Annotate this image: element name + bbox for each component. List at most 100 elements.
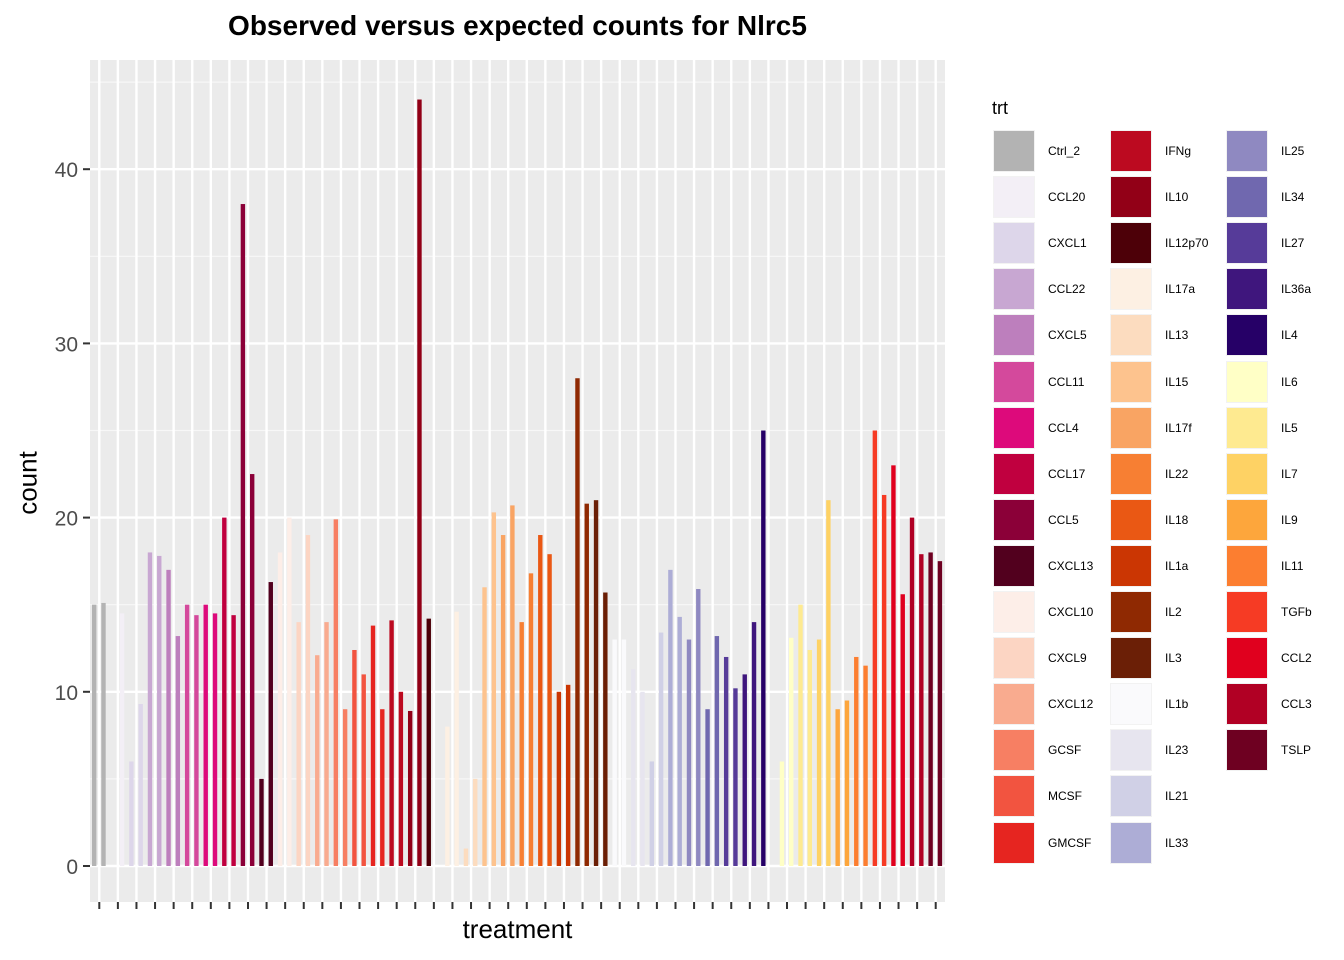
bar-il34-2 [714,636,720,866]
bar-il27-1 [723,656,729,866]
bar-il33-2 [677,616,682,866]
bar-il17f-1 [500,535,506,866]
bar-cxcl12-2 [324,622,329,866]
legend-key-gcsf [993,729,1035,772]
bar-il2-1 [575,378,580,866]
legend-key-il33 [1110,821,1152,864]
legend-key-ccl11 [993,360,1035,403]
bar-cxcl1-2 [138,703,143,866]
legend-label: CCL17 [1048,466,1086,481]
bar-il5-2 [807,649,812,866]
y-tick-label: 40 [55,159,78,182]
legend-key-il17f [1110,406,1152,449]
bar-ccl22-1 [147,552,153,866]
bar-ctrl-2-1 [92,604,97,866]
bar-ccl11-1 [184,604,190,866]
legend-key-il25 [1226,130,1268,172]
bar-il18-1 [538,535,543,866]
legend-label: IL22 [1165,466,1189,481]
legend-key-cxcl5 [993,314,1035,357]
legend-key-ccl5 [993,498,1035,541]
legend-label: CCL4 [1048,420,1079,435]
bar-cxcl12-1 [315,655,320,866]
bar-il10-2 [417,99,422,866]
bar-ccl4-2 [212,613,218,866]
legend-key-il11 [1226,544,1268,587]
bar-il2-2 [584,503,589,866]
legend-key-mcsf [993,775,1035,818]
legend-key-il27 [1226,222,1268,265]
legend-label: IL11 [1281,558,1304,573]
x-axis-label: treatment [462,914,573,944]
legend-label: IL1b [1165,697,1189,712]
legend-label: CCL22 [1048,282,1086,297]
bar-il6-1 [779,761,785,866]
legend-key-il10 [1110,176,1152,219]
bar-il21-2 [658,632,664,866]
bar-il15-1 [482,587,487,866]
bar-tslp-1 [928,552,933,866]
bar-il9-2 [844,700,850,866]
legend-key-cxcl10 [993,591,1035,633]
legend-key-ccl4 [993,406,1035,449]
legend-label: IL7 [1281,466,1298,481]
legend-label: CCL2 [1281,651,1312,666]
legend-key-tslp [1226,729,1268,772]
legend-key-il21 [1110,775,1152,818]
legend-key-ctrl-2 [993,130,1035,172]
legend-label: IL6 [1281,374,1298,389]
bar-mcsf-2 [361,674,366,866]
legend-label: IL23 [1165,743,1189,758]
legend-key-il34 [1226,176,1268,219]
legend-key-il15 [1110,360,1152,403]
bar-ccl5-1 [240,204,246,867]
legend-key-il22 [1110,452,1152,495]
legend-key-ccl20 [993,176,1035,219]
legend-key-ccl3 [1226,683,1268,726]
bar-cxcl10-1 [277,552,283,866]
bar-il36a-1 [742,674,747,866]
legend-label: CCL20 [1048,190,1086,205]
bar-ccl3-2 [919,554,924,866]
bar-cxcl9-1 [296,622,301,866]
panel-background [90,60,945,902]
bar-tgfb-1 [872,430,878,866]
bar-il1b-2 [621,639,627,866]
bar-ccl2-2 [900,594,905,866]
legend-key-gmcsf [993,821,1035,864]
legend-label: IL9 [1281,512,1298,527]
bar-il23-1 [631,669,636,866]
legend-label: Ctrl_2 [1048,144,1081,158]
legend-key-il1a [1110,544,1152,587]
bar-il11-1 [854,656,859,866]
legend-label: CXCL10 [1048,605,1094,619]
bar-il4-1 [761,430,766,866]
legend-key-il6 [1226,360,1268,403]
legend-label: IL25 [1281,144,1305,158]
legend-key-il3 [1110,637,1152,680]
legend-key-ccl22 [993,268,1035,311]
legend-key-il9 [1226,498,1268,541]
bar-il17a-2 [454,611,459,866]
bar-tgfb-2 [881,494,887,866]
legend-label: CCL5 [1048,512,1079,527]
bar-il22-1 [519,622,524,866]
legend-label: MCSF [1048,789,1082,804]
legend-label: CXCL1 [1048,236,1087,251]
bar-il33-1 [668,569,673,866]
legend-key-ifng [1110,130,1152,172]
legend-key-tgfb [1226,591,1268,633]
bar-il6-2 [789,637,794,866]
legend-label: IL1a [1165,558,1189,573]
legend-label: IL17f [1165,420,1192,435]
legend-label: IL5 [1281,420,1298,435]
legend-key-cxcl13 [993,544,1035,587]
legend-key-ccl2 [1226,637,1268,680]
bar-il25-1 [686,639,692,866]
legend-label: IL4 [1281,328,1298,343]
legend-label: IL21 [1165,789,1189,804]
bar-ccl20-2 [119,613,125,866]
bar-il21-1 [649,761,655,866]
bar-gcsf-2 [342,709,348,866]
legend-key-cxcl9 [993,637,1035,680]
